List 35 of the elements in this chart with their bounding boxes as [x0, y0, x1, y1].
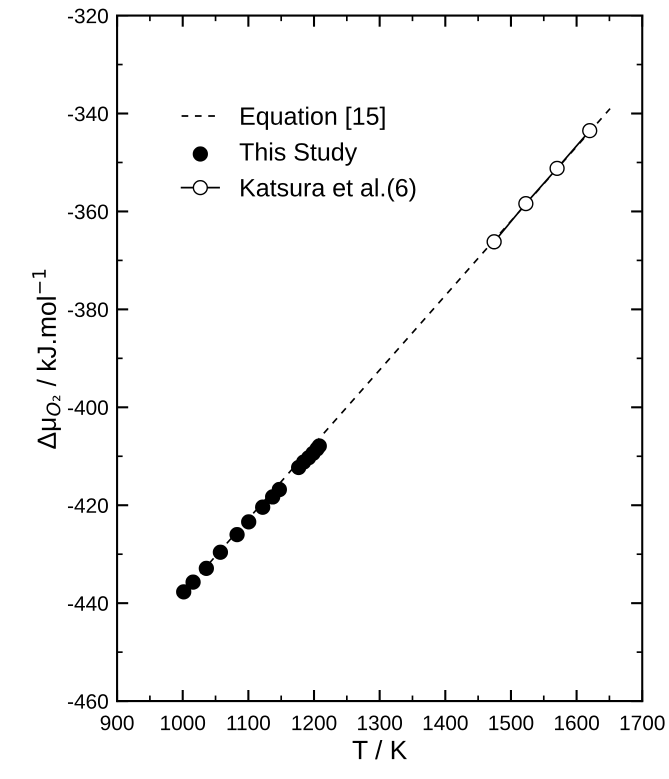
x-tick-label: 900 — [100, 716, 134, 730]
y-tick-label: -340 — [68, 106, 108, 122]
y-axis-title: Δμ$_{O₂}$ / kJ.mol$^{−1}$ — [32, 270, 61, 449]
y-tick-label: -400 — [68, 400, 108, 416]
x-tick-label: 1700 — [620, 716, 665, 730]
x-tick-label: 1200 — [292, 716, 336, 730]
point — [241, 514, 256, 530]
y-tick-label: -320 — [68, 8, 108, 24]
point — [229, 526, 245, 542]
point — [212, 544, 228, 560]
x-tick-label: 1100 — [228, 716, 270, 730]
point — [582, 123, 598, 138]
point — [185, 574, 201, 590]
y-tick-label: -360 — [68, 204, 108, 220]
y-tick-label: -420 — [68, 498, 108, 513]
point — [272, 482, 287, 498]
point — [255, 500, 270, 515]
x-axis-title: T / K — [352, 740, 407, 760]
y-tick-label: -440 — [68, 596, 108, 611]
point — [198, 560, 214, 576]
x-tick-label: 1000 — [161, 716, 206, 730]
point — [518, 196, 534, 212]
legend-label: This Study — [240, 142, 358, 166]
legend-label: Katsura et al.(6) — [241, 178, 416, 202]
point — [486, 234, 502, 250]
x-tick-label: 1600 — [555, 716, 599, 730]
point — [176, 584, 192, 600]
point — [549, 160, 565, 176]
legend-label: Equation [15] — [241, 106, 385, 130]
x-tick-label: 1500 — [489, 716, 534, 730]
point — [312, 438, 327, 454]
x-tick-label: 1400 — [424, 716, 468, 730]
y-tick-label: -460 — [68, 694, 108, 709]
y-tick-label: -380 — [68, 302, 108, 318]
x-tick-label: 1300 — [358, 716, 402, 730]
